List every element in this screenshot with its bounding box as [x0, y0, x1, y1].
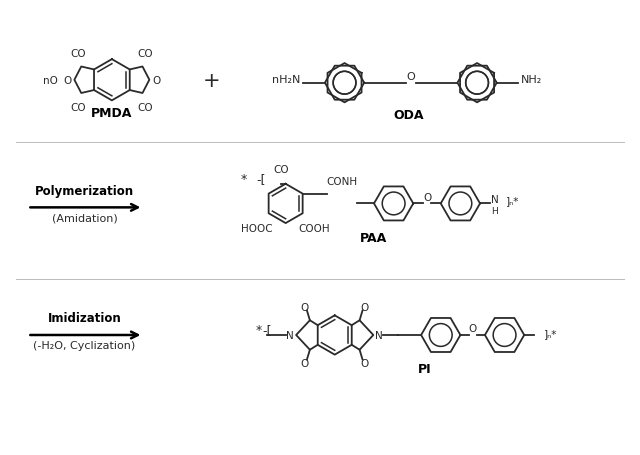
Text: CO: CO — [273, 165, 289, 175]
Text: H: H — [492, 207, 498, 215]
Text: PI: PI — [418, 363, 431, 375]
Text: N: N — [491, 194, 499, 204]
Text: CO: CO — [70, 103, 86, 112]
Text: nO: nO — [43, 76, 58, 86]
Text: N: N — [286, 330, 294, 340]
Text: O: O — [301, 302, 309, 312]
Text: ]ₙ*: ]ₙ* — [544, 329, 557, 338]
Text: -[: -[ — [262, 324, 271, 336]
Text: CO: CO — [138, 103, 153, 112]
Text: NH₂: NH₂ — [521, 75, 543, 85]
Text: N: N — [375, 330, 383, 340]
Text: -[: -[ — [257, 172, 266, 186]
Text: +: + — [203, 71, 221, 91]
Text: *: * — [256, 324, 262, 336]
Text: O: O — [468, 324, 477, 334]
Text: ]ₙ*: ]ₙ* — [506, 196, 519, 206]
Text: O: O — [360, 359, 369, 369]
Text: (-H₂O, Cyclization): (-H₂O, Cyclization) — [33, 340, 136, 350]
Text: *: * — [240, 172, 246, 186]
Text: CO: CO — [138, 49, 153, 59]
Text: O: O — [360, 302, 369, 312]
Text: (Amidation): (Amidation) — [51, 212, 117, 222]
Text: ODA: ODA — [393, 109, 424, 122]
Text: CO: CO — [70, 49, 86, 59]
Text: Polymerization: Polymerization — [35, 184, 134, 197]
Text: CONH: CONH — [326, 177, 358, 187]
Text: O: O — [406, 71, 415, 81]
Text: O: O — [423, 192, 431, 202]
Text: PAA: PAA — [360, 231, 387, 244]
Text: Imidization: Imidization — [47, 312, 121, 324]
Text: nH₂N: nH₂N — [272, 75, 300, 85]
Text: COOH: COOH — [299, 223, 330, 233]
Text: O: O — [152, 76, 161, 86]
Text: PMDA: PMDA — [91, 107, 132, 120]
Text: HOOC: HOOC — [241, 223, 273, 233]
Text: O: O — [301, 359, 309, 369]
Text: O: O — [63, 76, 72, 86]
